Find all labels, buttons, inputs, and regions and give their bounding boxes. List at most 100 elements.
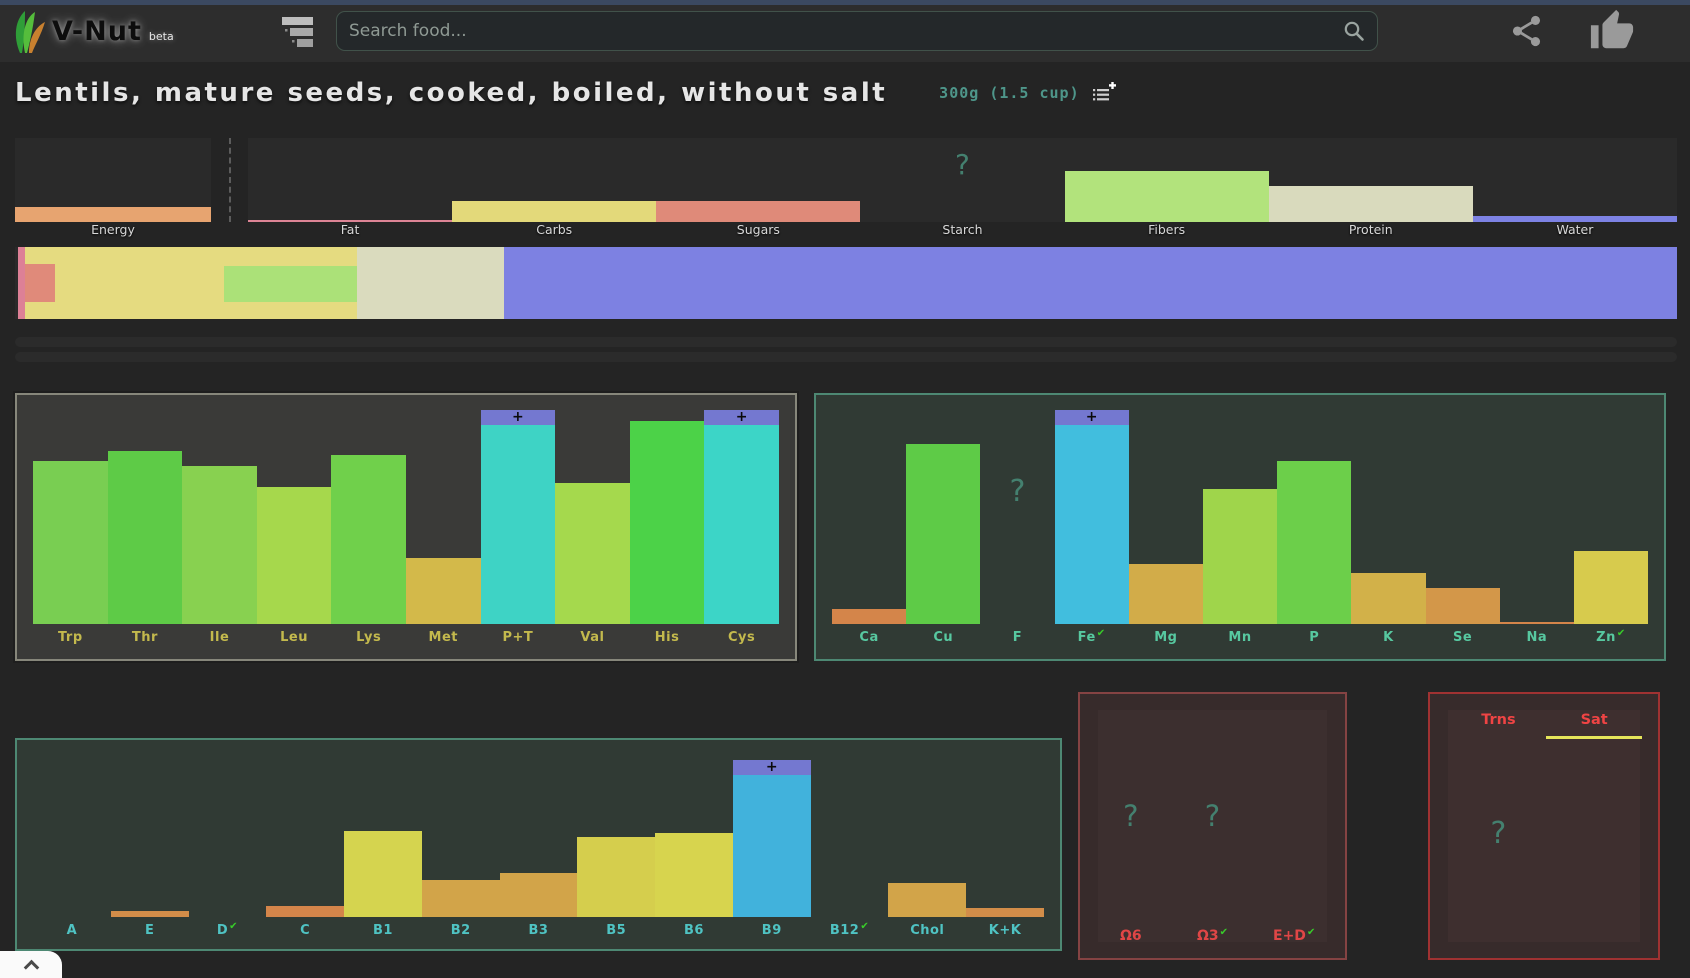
composition-segment-sugars[interactable]	[24, 264, 55, 302]
macro-bar-fibers	[1064, 170, 1269, 222]
vitamins-col-chol[interactable]	[888, 764, 967, 917]
tab-sat[interactable]: Sat	[1580, 712, 1608, 728]
composition-segment-water[interactable]	[503, 247, 1677, 319]
amino-col-ile[interactable]	[182, 410, 257, 624]
minerals-label-cu: Cu	[933, 629, 954, 645]
search-icon[interactable]	[1343, 20, 1365, 42]
amino-col-cys[interactable]: +	[704, 409, 779, 624]
macro-bar-protein	[1268, 185, 1473, 222]
vitamins-bar-c	[266, 906, 345, 917]
amino-col-val[interactable]	[555, 410, 630, 624]
amino-label-thr: Thr	[131, 629, 158, 645]
tab-trns[interactable]: Trns	[1481, 712, 1516, 728]
amino-col-leu[interactable]	[256, 410, 332, 624]
omega-unknown-question-mark: ?	[1204, 799, 1221, 833]
amino-bar-cys	[704, 424, 779, 624]
collapsed-row[interactable]	[15, 337, 1677, 347]
composition-segment-protein[interactable]	[357, 247, 504, 319]
amino-col-p-t[interactable]: +	[480, 409, 556, 624]
amino-bar-his	[629, 420, 705, 624]
omega-col-ω3[interactable]: ? Ω3✔	[1172, 694, 1254, 958]
vitamins-col-a[interactable]	[33, 764, 111, 917]
search-input[interactable]	[349, 21, 1343, 41]
vitamins-bar-b6	[655, 832, 733, 917]
macro-label-starch: Starch	[942, 222, 983, 237]
food-header: Lentils, mature seeds, cooked, boiled, w…	[15, 78, 1116, 108]
amino-col-trp[interactable]	[33, 410, 108, 624]
macro-slot-fat[interactable]: Fat	[248, 138, 453, 238]
composition-bar[interactable]	[15, 247, 1677, 319]
serving-selector[interactable]: 300g (1.5 cup)	[939, 81, 1116, 105]
vitamins-bar-k-k	[966, 907, 1044, 917]
amino-col-thr[interactable]	[107, 410, 183, 624]
vitamins-col-e[interactable]	[110, 764, 189, 917]
thumbs-up-icon[interactable]	[1589, 8, 1635, 54]
composition-segment-fibers[interactable]	[224, 265, 358, 302]
app-logo[interactable]: V-Nut beta	[10, 9, 174, 53]
amino-chart: + +	[33, 409, 779, 624]
amino-col-lys[interactable]	[331, 410, 406, 624]
macro-slot-water[interactable]: Water	[1472, 138, 1677, 238]
minerals-bar-mg	[1128, 564, 1203, 624]
macro-slot-carbs[interactable]: Carbs	[452, 138, 657, 238]
macro-bar-area-fat	[248, 138, 453, 222]
vitamins-col-b12[interactable]	[811, 764, 889, 917]
minerals-col-mn[interactable]	[1202, 410, 1278, 624]
vitamins-col-d[interactable]	[189, 764, 267, 917]
omega-col-ω6[interactable]: ? Ω6	[1090, 694, 1172, 958]
minerals-col-fe[interactable]: +	[1054, 409, 1129, 624]
macro-bar-area-water	[1472, 138, 1677, 222]
minerals-col-k[interactable]	[1351, 410, 1426, 624]
minerals-col-f[interactable]: ?	[980, 410, 1054, 624]
macro-slot-fibers[interactable]: Fibers	[1064, 138, 1269, 238]
macro-bar-area-protein	[1268, 138, 1473, 222]
minerals-col-cu[interactable]	[906, 410, 981, 624]
composition-segment-fat[interactable]	[18, 247, 25, 319]
vitamins-col-b6[interactable]	[655, 764, 733, 917]
food-title: Lentils, mature seeds, cooked, boiled, w…	[15, 78, 888, 108]
vitamins-bar-e	[110, 910, 189, 917]
vitamins-col-b2[interactable]	[421, 764, 500, 917]
minerals-col-p[interactable]	[1277, 410, 1352, 624]
macro-bar-area-carbs	[452, 138, 657, 222]
vitamins-col-k-k[interactable]	[966, 764, 1044, 917]
vitamins-chart: +	[33, 759, 1044, 917]
omega-col-e-d[interactable]: E+D✔	[1253, 694, 1335, 958]
vitamins-col-b9[interactable]: +	[732, 759, 811, 917]
serving-size: 300g (1.5 cup)	[939, 84, 1080, 102]
serving-list-add-icon[interactable]	[1092, 81, 1116, 105]
vitamins-col-b3[interactable]	[499, 764, 578, 917]
vitamins-col-b5[interactable]	[577, 764, 656, 917]
minerals-bar-cu	[906, 444, 981, 624]
vitamins-col-b1[interactable]	[344, 764, 422, 917]
chevron-up-icon	[23, 959, 39, 976]
collapsed-row[interactable]	[15, 352, 1677, 362]
vitamins-label-a: A	[66, 922, 78, 938]
header-actions	[1509, 8, 1635, 54]
amino-label-trp: Trp	[57, 629, 83, 645]
macro-slot-sugars[interactable]: Sugars	[656, 138, 861, 238]
vitamins-col-c[interactable]	[266, 764, 345, 917]
scroll-top-button[interactable]	[0, 951, 62, 978]
amino-bar-trp	[33, 461, 108, 624]
vitamins-label-b12: B12✔	[829, 920, 870, 938]
macro-slot-starch[interactable]: ? Starch	[860, 138, 1065, 238]
minerals-col-ca[interactable]	[832, 410, 907, 624]
minerals-col-na[interactable]	[1499, 410, 1574, 624]
amino-col-his[interactable]	[629, 410, 705, 624]
omega-label-e-d: E+D✔	[1273, 927, 1316, 944]
macro-label-energy: Energy	[91, 222, 135, 237]
macro-slot-protein[interactable]: Protein	[1268, 138, 1473, 238]
sort-bars-icon[interactable]	[276, 10, 320, 54]
minerals-bar-ca	[832, 609, 907, 624]
vitamins-label-b5: B5	[606, 922, 627, 938]
share-icon[interactable]	[1509, 13, 1545, 49]
amino-col-met[interactable]	[405, 410, 481, 624]
minerals-col-zn[interactable]	[1573, 410, 1649, 624]
macro-slot-energy[interactable]: Energy	[15, 138, 211, 238]
minerals-col-se[interactable]	[1425, 410, 1500, 624]
amino-label-met: Met	[428, 629, 458, 645]
minerals-col-mg[interactable]	[1128, 410, 1203, 624]
vitamins-labels: A E D✔ C B1 B2 B3 B5 B6 B9 B12✔ Chol K+K	[33, 917, 1044, 943]
